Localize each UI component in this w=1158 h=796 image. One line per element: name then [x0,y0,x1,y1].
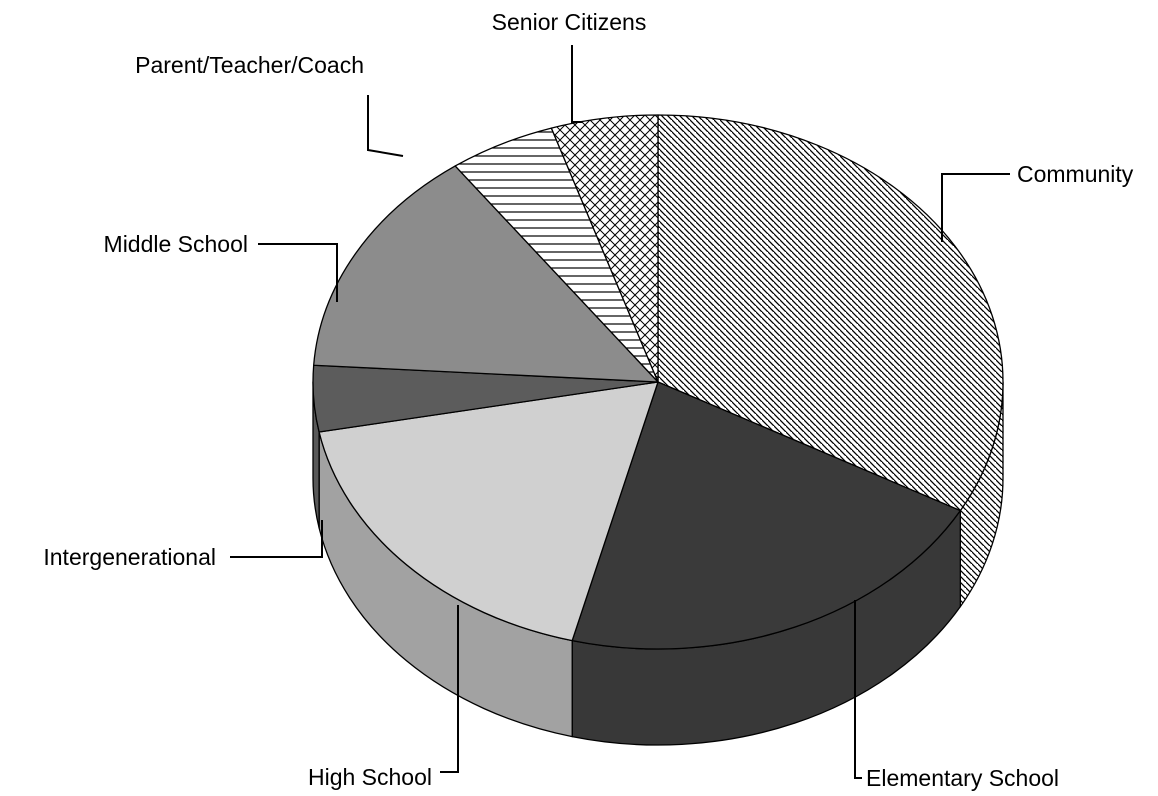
pie-sides [312,381,1004,746]
pie-labels: Community Elementary School High School Int… [43,9,1133,791]
pie-slice-elementary-school [571,381,961,650]
leader-line-high-school [440,605,459,773]
leader-line-intergenerational [230,520,323,558]
slice-label-community: Community [1017,161,1134,187]
slice-label-senior-citizens: Senior Citizens [492,9,647,35]
pie-slice-middle-school [313,165,659,383]
leader-line-elementary-school [854,600,862,779]
slice-label-intergenerational: Intergenerational [43,544,216,570]
leader-line-middle-school [258,243,338,302]
slice-label-high-school: High School [308,764,432,790]
pie-slice-community [657,114,1004,512]
pie-slice-high-school [318,381,659,642]
slice-label-middle-school: Middle School [104,231,248,257]
slice-label-parent-teacher-coach: Parent/Teacher/Coach [135,52,364,78]
leader-line-community [941,173,1010,242]
pie-tops [312,114,1004,650]
leader-line-senior-citizens [571,45,582,123]
slice-label-elementary-school: Elementary School [866,765,1059,791]
pie-slice-senior-citizens [550,114,659,383]
leader-line-parent-teacher-coach [367,95,404,157]
